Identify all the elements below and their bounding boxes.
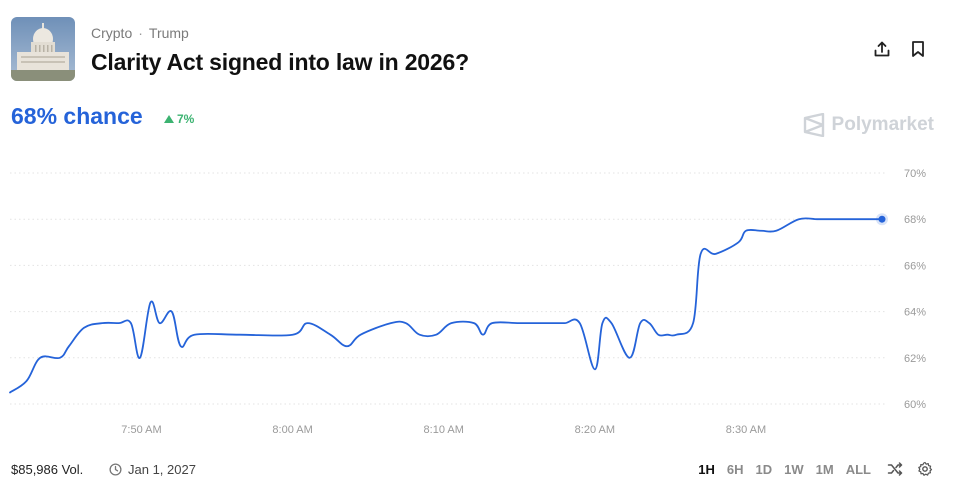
shuffle-button[interactable] [887,461,903,482]
brand-name: Polymarket [831,114,934,135]
chance-value: 68% chance [11,103,143,129]
polymarket-icon [803,113,824,137]
range-1m[interactable]: 1M [815,462,834,477]
bookmark-icon [912,41,924,57]
gear-icon [918,461,933,476]
y-tick-label: 70% [904,168,926,180]
tag-separator: · [138,25,143,41]
share-icon [874,41,890,57]
y-tick-label: 66% [904,260,926,272]
y-tick-label: 64% [904,307,926,319]
y-tick-label: 62% [904,353,926,365]
breadcrumb: Crypto · Trump [91,25,189,41]
bookmark-button[interactable] [909,40,927,63]
price-chart: 60% 62% 64% 66% 68% 70% 7:50 AM 8:00 AM 8:10 AM 8… [9,168,926,436]
y-tick-label: 60% [904,399,926,411]
range-1w[interactable]: 1W [784,462,804,477]
tag-trump[interactable]: Trump [148,25,189,41]
change-badge: 7% [164,112,194,126]
y-tick-label: 68% [904,214,926,226]
shuffle-icon [887,462,903,476]
chart-actions [887,461,933,482]
x-tick-label: 7:50 AM [121,424,161,436]
last-point [878,215,886,223]
volume-text: $85,986 Vol. [11,462,84,477]
time-range-selector: 1H 6H 1D 1W 1M ALL [698,462,871,477]
clock-icon [109,463,122,476]
tag-crypto[interactable]: Crypto [91,25,133,41]
end-date: Jan 1, 2027 [109,462,196,477]
triangle-up-icon [164,115,174,123]
end-date-text: Jan 1, 2027 [128,462,196,477]
range-all[interactable]: ALL [845,462,871,477]
x-tick-label: 8:10 AM [424,424,464,436]
capitol-building-icon [11,17,75,81]
polymarket-logo: Polymarket [803,113,934,137]
change-value: 7% [177,112,195,126]
range-6h[interactable]: 6H [726,462,744,477]
market-thumbnail [11,17,75,81]
x-tick-label: 8:00 AM [272,424,312,436]
settings-button[interactable] [917,461,933,482]
header-actions [873,40,927,63]
range-1h[interactable]: 1H [698,462,715,477]
market-title: Clarity Act signed into law in 2026? [91,49,469,75]
series-line [9,217,883,394]
x-tick-label: 8:20 AM [575,424,615,436]
share-button[interactable] [873,40,891,63]
range-1d[interactable]: 1D [755,462,773,477]
x-tick-label: 8:30 AM [726,424,766,436]
